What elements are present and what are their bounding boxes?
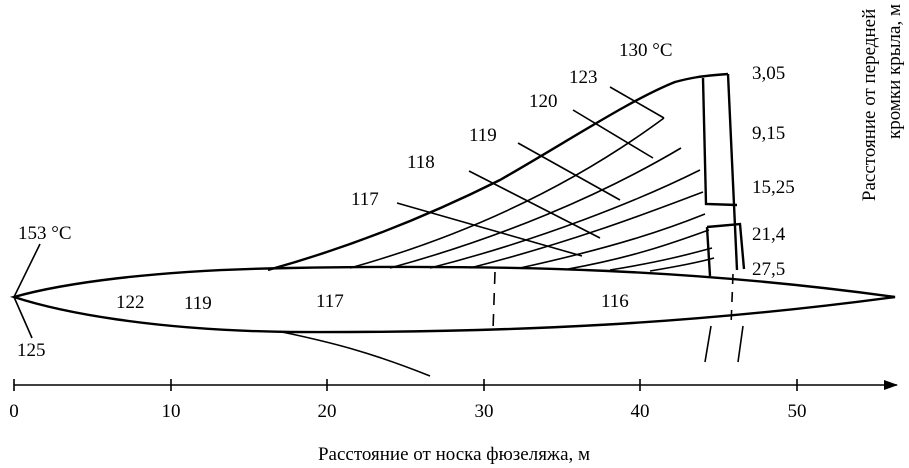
span-label-9-15: 9,15	[752, 123, 785, 144]
tail-line-left	[704, 325, 712, 363]
isotherm-label-117: 117	[351, 189, 379, 210]
x-tick-label: 10	[162, 401, 181, 422]
y-axis-title-line-1: Расстояние от передней	[859, 9, 880, 201]
fuselage-temp-122: 122	[116, 292, 145, 313]
isotherm-line-3	[429, 169, 701, 269]
wing-trailing-edge	[726, 73, 739, 271]
isotherm-label-123: 123	[569, 67, 598, 88]
isotherm-line-8	[649, 257, 715, 272]
aileron-upper	[701, 77, 738, 207]
y-axis-title: Расстояние от передней кромки крыла, м	[859, 4, 905, 201]
x-axis-ticks	[13, 379, 798, 391]
leader-120	[572, 109, 654, 159]
span-label-27-5: 27,5	[752, 259, 785, 280]
isotherm-label-120: 120	[529, 91, 558, 112]
aileron-lower	[705, 222, 746, 277]
fuselage-outline	[9, 265, 896, 334]
isotherm-label-119: 119	[469, 125, 497, 146]
fuselage-temp-117: 117	[316, 291, 344, 312]
fuselage-temp-119: 119	[184, 293, 212, 314]
isotherm-line-2	[389, 147, 682, 269]
span-label-3-05: 3,05	[752, 63, 785, 84]
nose-temp-bottom: 125	[17, 340, 46, 361]
x-tick-label: 0	[9, 401, 19, 422]
isotherm-line-6	[567, 229, 710, 270]
span-label-15-25: 15,25	[752, 177, 795, 198]
leader-118	[468, 170, 601, 239]
nose-temp-top: 153 °C	[18, 223, 72, 244]
x-axis-title: Расстояние от носка фюзеляжа, м	[318, 444, 590, 465]
x-tick-label: 50	[788, 401, 807, 422]
x-tick-label: 40	[631, 401, 650, 422]
tail-line-right	[737, 325, 744, 363]
isotherm-line-1	[349, 117, 665, 269]
leader-119	[517, 142, 621, 201]
wing-isotherms	[349, 117, 715, 272]
y-axis-title-line-2: кромки крыла, м	[884, 4, 905, 139]
isotherm-line-5	[519, 213, 706, 269]
leader-153	[13, 243, 41, 298]
isotherm-line-4	[469, 191, 704, 269]
fuselage-section-dashed	[492, 271, 496, 331]
span-label-21-4: 21,4	[752, 224, 786, 245]
isotherm-leaders	[13, 86, 665, 339]
leader-117	[396, 202, 583, 257]
fuselage-temp-116: 116	[601, 291, 629, 312]
isotherm-line-7	[609, 247, 713, 271]
x-tick-label: 20	[318, 401, 337, 422]
leader-123	[609, 86, 665, 119]
wing-root-section-dashed	[730, 273, 734, 327]
isotherm-label-130: 130 °C	[619, 40, 673, 61]
lower-fin	[281, 331, 431, 377]
isotherm-label-118: 118	[407, 152, 435, 173]
wing-leading-edge	[267, 72, 729, 272]
leader-125	[13, 296, 33, 339]
x-tick-label: 30	[475, 401, 494, 422]
